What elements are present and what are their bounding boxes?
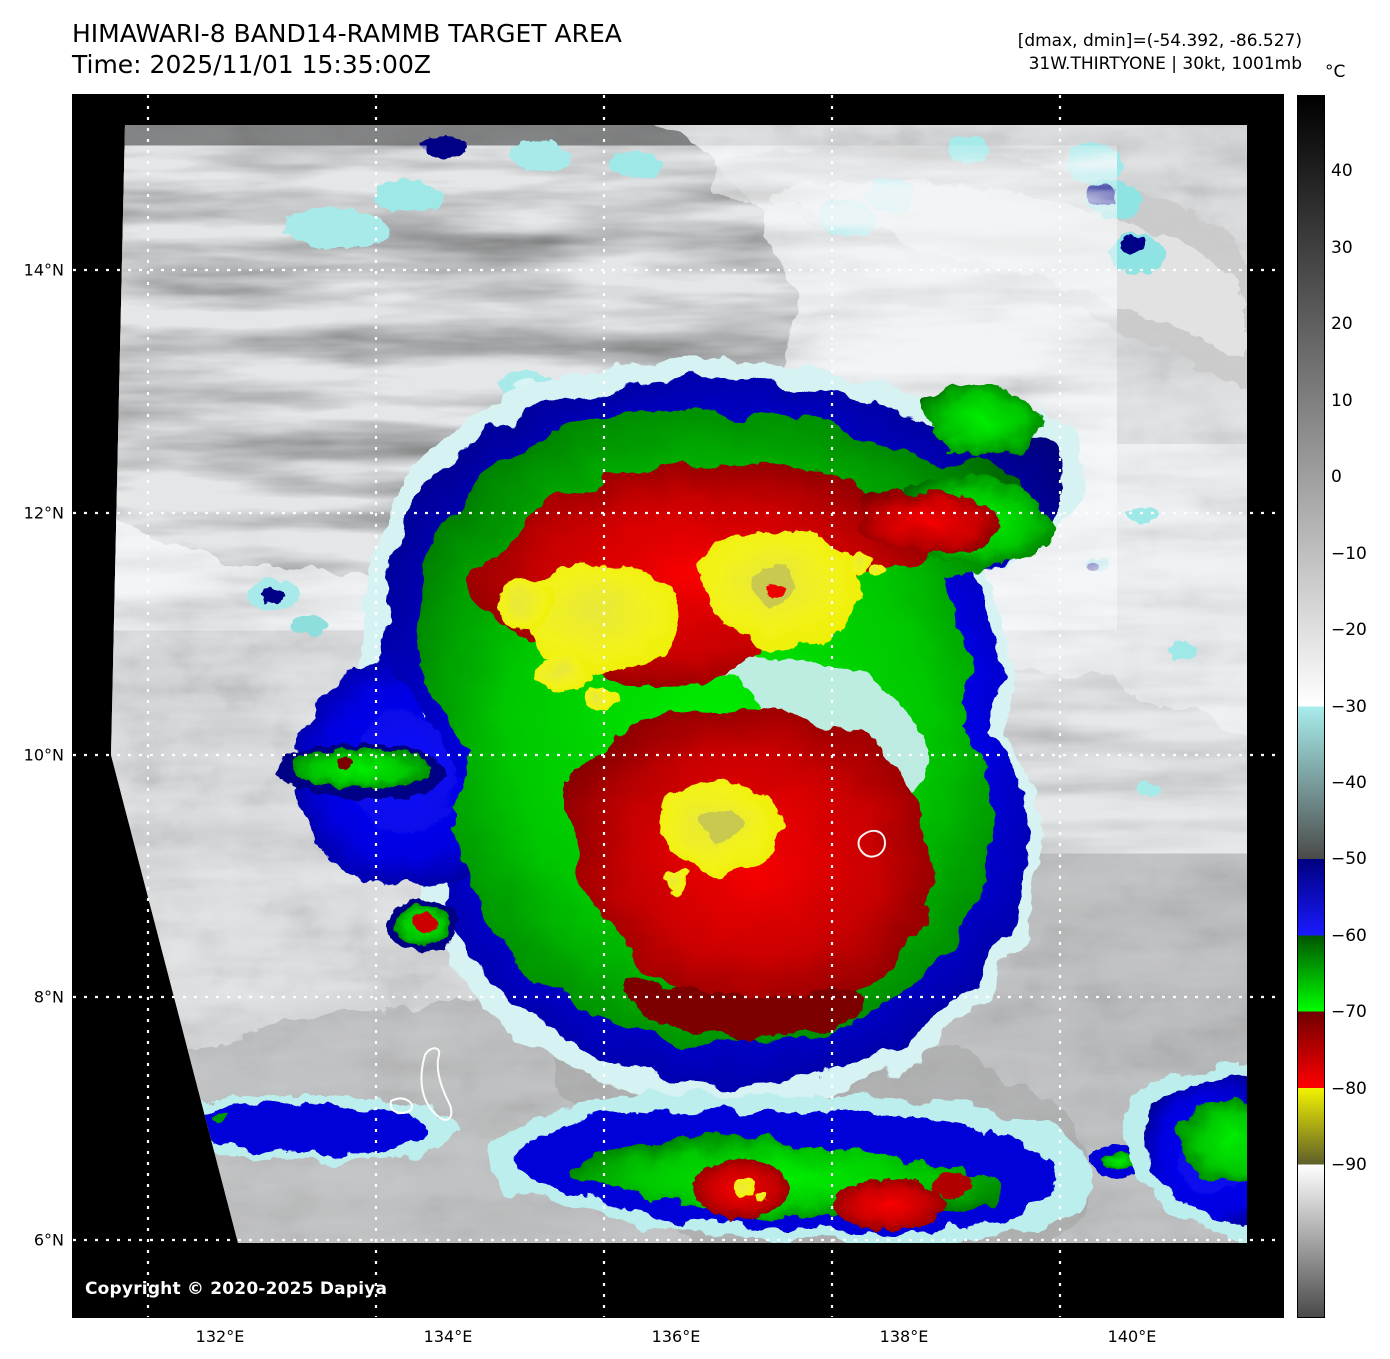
header-meta-block: [dmax, dmin]=(-54.392, -86.527) 31W.THIR…	[1018, 30, 1302, 76]
y-tick-label: 12°N	[23, 503, 64, 523]
southern-itcz-line	[147, 1091, 1149, 1243]
colorbar: 40 30 20 10 0 −10 −20 −30 −40 −50 −60 −70 −80 −90	[1297, 95, 1367, 1318]
x-tick-label: 140°E	[1107, 1327, 1157, 1346]
copyright-label: Copyright © 2020-2025 Dapiya	[85, 1279, 388, 1299]
colorbar-tick-label: 30	[1331, 237, 1353, 258]
contour-traces	[389, 829, 887, 1121]
satellite-imagery	[73, 95, 1283, 1317]
y-tick-label: 10°N	[23, 745, 64, 765]
storm-info-label: 31W.THIRTYONE | 30kt, 1001mb	[1028, 54, 1302, 74]
nw-cold-specks	[247, 135, 662, 635]
colorbar-tick-label: −80	[1331, 1078, 1367, 1099]
colorbar-tick-label: −60	[1331, 925, 1367, 946]
colorbar-tick-label: 0	[1331, 467, 1342, 488]
page-title: HIMAWARI-8 BAND14-RAMMB TARGET AREA	[72, 19, 622, 48]
y-tick-label: 8°N	[33, 987, 64, 1007]
colorbar-tick-label: −10	[1331, 543, 1367, 564]
data-range-label: [dmax, dmin]=(-54.392, -86.527)	[1017, 31, 1302, 51]
colorbar-tick-label: −50	[1331, 849, 1367, 870]
colorbar-tick-label: −40	[1331, 772, 1367, 793]
colorbar-gradient	[1297, 95, 1325, 1318]
x-axis-labels: 132°E 134°E 136°E 138°E 140°E	[0, 1327, 1390, 1357]
y-axis-labels: 14°N 12°N 10°N 8°N 6°N	[0, 0, 64, 1359]
x-tick-label: 138°E	[879, 1327, 929, 1346]
colorbar-tick-label: −30	[1331, 696, 1367, 717]
colorbar-unit-label: °C	[1325, 62, 1346, 82]
x-tick-label: 132°E	[195, 1327, 245, 1346]
colorbar-tick-label: 20	[1331, 314, 1353, 335]
y-tick-label: 6°N	[33, 1230, 64, 1250]
colorbar-tick-label: 40	[1331, 161, 1353, 182]
y-tick-label: 14°N	[23, 260, 64, 280]
southeast-cell	[1124, 1064, 1247, 1243]
colorbar-tick-label: −90	[1331, 1155, 1367, 1176]
ir-swath	[111, 125, 1247, 1243]
grid-lines	[73, 95, 1283, 1317]
east-cold-specks	[1085, 507, 1197, 796]
tropical-cyclone-cdo	[277, 359, 1084, 1107]
timestamp-label: Time: 2025/11/01 15:35:00Z	[72, 50, 431, 79]
x-tick-label: 134°E	[423, 1327, 473, 1346]
header-title-block: HIMAWARI-8 BAND14-RAMMB TARGET AREA Time…	[72, 18, 832, 80]
colorbar-tick-label: 10	[1331, 390, 1353, 411]
satellite-image-plot: Copyright © 2020-2025 Dapiya	[72, 94, 1284, 1318]
colorbar-tick-label: −20	[1331, 620, 1367, 641]
ne-cold-cells	[819, 134, 1166, 274]
colorbar-tick-label: −70	[1331, 1002, 1367, 1023]
x-tick-label: 136°E	[651, 1327, 701, 1346]
